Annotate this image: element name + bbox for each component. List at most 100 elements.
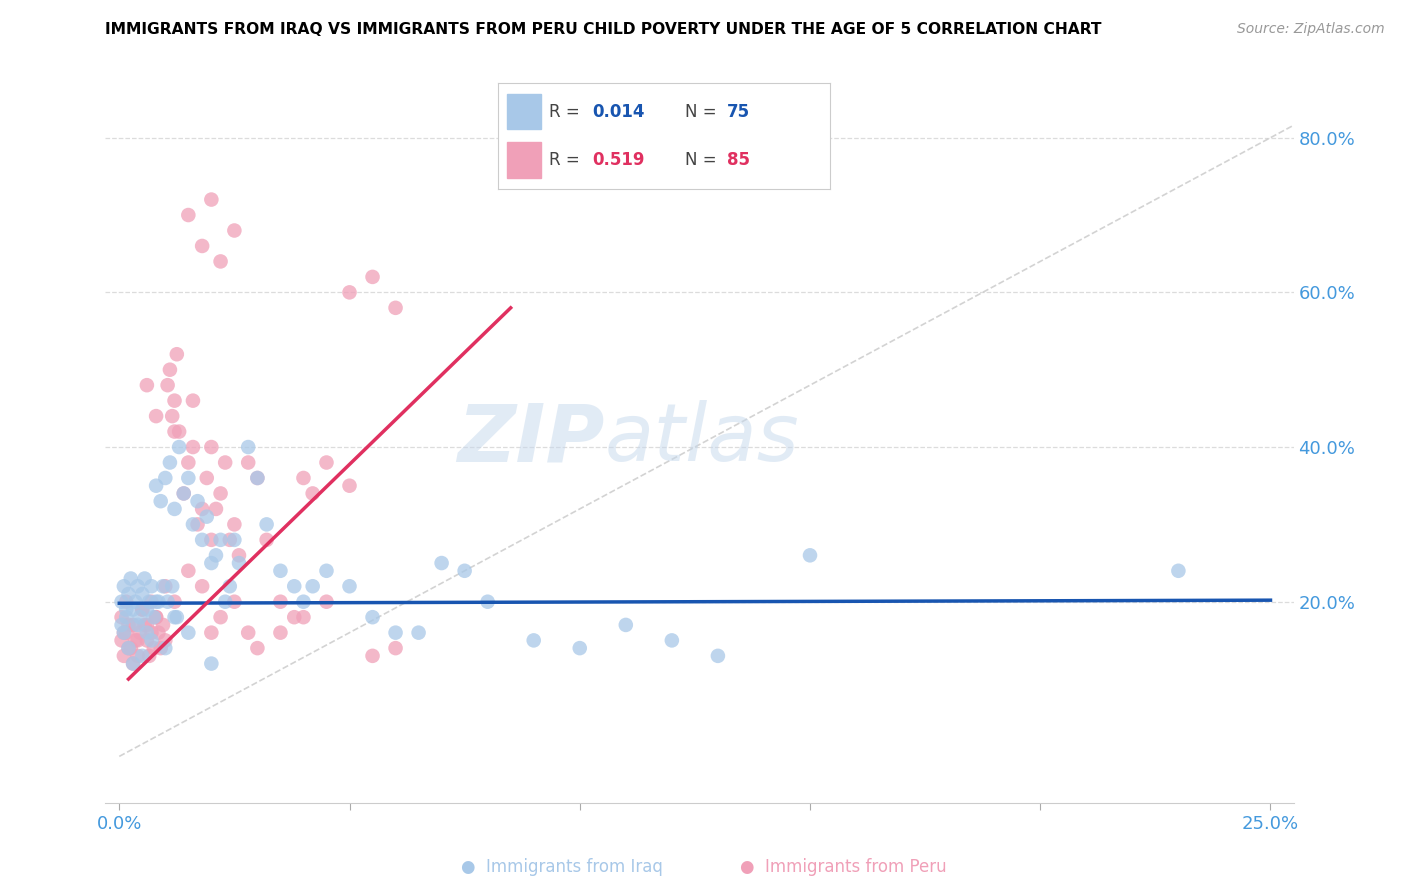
Point	[163, 425, 186, 439]
Point	[187, 494, 209, 508]
Point	[339, 579, 361, 593]
Point	[117, 641, 139, 656]
Point	[246, 471, 269, 485]
Point	[135, 625, 157, 640]
Point	[115, 610, 138, 624]
Point	[195, 471, 218, 485]
Point	[112, 625, 135, 640]
Point	[177, 471, 200, 485]
Point	[156, 378, 179, 392]
Point	[200, 533, 222, 547]
Point	[361, 269, 384, 284]
Point	[177, 625, 200, 640]
Point	[209, 610, 232, 624]
Point	[135, 633, 157, 648]
Point	[315, 595, 337, 609]
Point	[152, 579, 174, 593]
Point	[131, 648, 153, 663]
Point	[117, 587, 139, 601]
Point	[205, 502, 228, 516]
Point	[155, 471, 177, 485]
Point	[218, 533, 240, 547]
Point	[228, 556, 250, 570]
Point	[138, 595, 160, 609]
Point	[129, 625, 152, 640]
Point	[122, 618, 145, 632]
Point	[191, 579, 214, 593]
Point	[453, 564, 475, 578]
Point	[200, 657, 222, 671]
Point	[145, 610, 167, 624]
Point	[200, 625, 222, 640]
Point	[209, 254, 232, 268]
Point	[228, 549, 250, 563]
Point	[127, 579, 149, 593]
Point	[145, 479, 167, 493]
Point	[301, 486, 323, 500]
Point	[135, 378, 157, 392]
Point	[141, 625, 163, 640]
Point	[283, 610, 305, 624]
Point	[361, 610, 384, 624]
Point	[292, 610, 315, 624]
Point	[142, 610, 165, 624]
Point	[163, 610, 186, 624]
Point	[315, 564, 337, 578]
Point	[181, 517, 204, 532]
Point	[224, 517, 246, 532]
Point	[148, 625, 170, 640]
Point	[181, 440, 204, 454]
Point	[112, 648, 135, 663]
Point	[430, 556, 453, 570]
Point	[707, 648, 730, 663]
Point	[122, 657, 145, 671]
Point	[145, 409, 167, 423]
Point	[135, 602, 157, 616]
Point	[163, 393, 186, 408]
Point	[110, 595, 132, 609]
Point	[209, 486, 232, 500]
Point	[138, 648, 160, 663]
Point	[134, 572, 156, 586]
Point	[110, 633, 132, 648]
Point	[134, 618, 156, 632]
Point	[124, 595, 146, 609]
Point	[177, 564, 200, 578]
Point	[200, 556, 222, 570]
Point	[122, 602, 145, 616]
Point	[177, 208, 200, 222]
Point	[160, 579, 183, 593]
Point	[155, 579, 177, 593]
Text: ●  Immigrants from Iraq: ● Immigrants from Iraq	[461, 858, 664, 876]
Point	[131, 602, 153, 616]
Point	[361, 648, 384, 663]
Point	[131, 602, 153, 616]
Point	[191, 502, 214, 516]
Point	[408, 625, 430, 640]
Point	[301, 579, 323, 593]
Point	[339, 479, 361, 493]
Point	[200, 193, 222, 207]
Point	[205, 549, 228, 563]
Point	[112, 579, 135, 593]
Point	[124, 633, 146, 648]
Point	[238, 456, 260, 470]
Point	[224, 223, 246, 237]
Point	[115, 602, 138, 616]
Point	[269, 625, 291, 640]
Point	[120, 572, 142, 586]
Point	[187, 517, 209, 532]
Point	[173, 486, 195, 500]
Point	[315, 456, 337, 470]
Point	[246, 641, 269, 656]
Point	[224, 595, 246, 609]
Point	[142, 641, 165, 656]
Point	[292, 595, 315, 609]
Point	[246, 471, 269, 485]
Point	[799, 549, 821, 563]
Point	[214, 595, 236, 609]
Point	[167, 440, 190, 454]
Point	[148, 595, 170, 609]
Point	[256, 533, 278, 547]
Point	[110, 610, 132, 624]
